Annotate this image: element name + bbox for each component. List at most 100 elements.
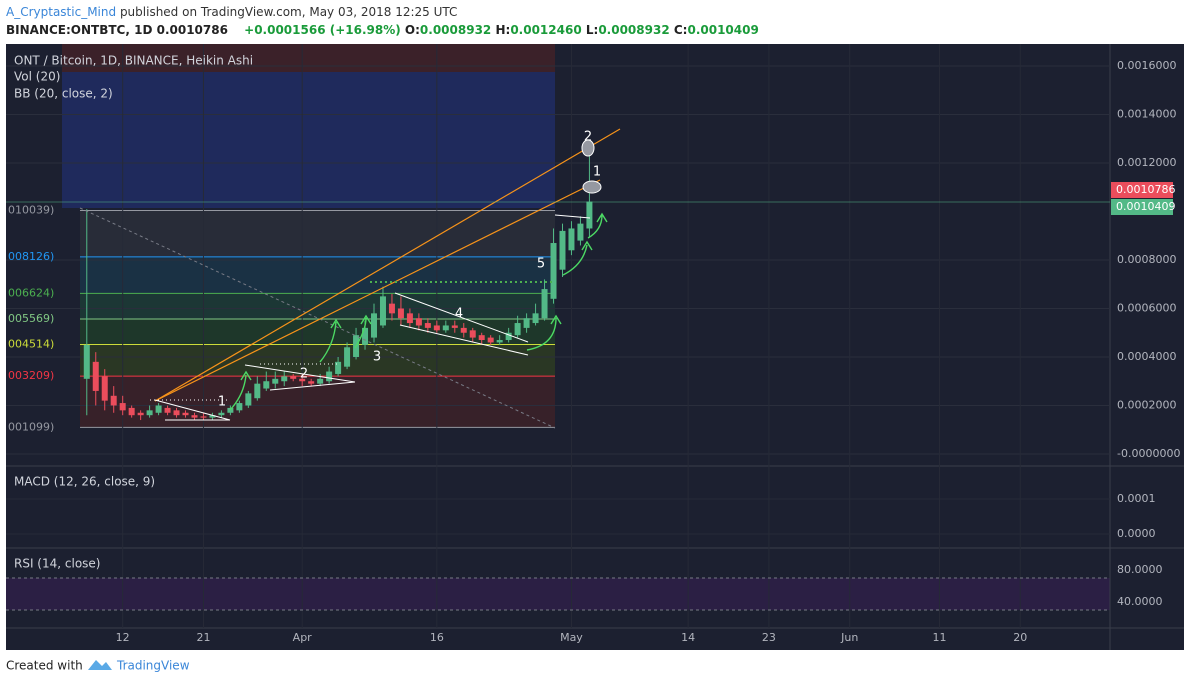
close: 0.0010409 — [687, 23, 758, 37]
candle-body — [281, 376, 288, 382]
candle-body — [335, 361, 342, 374]
candle-body — [514, 323, 521, 336]
candle-body — [254, 383, 261, 399]
candle-body — [523, 318, 530, 328]
candle-body — [442, 325, 449, 331]
x-tick-label: 23 — [762, 631, 776, 644]
y-tick-label: 0.0016000 — [1117, 59, 1177, 72]
candle-body — [379, 296, 386, 326]
y-tick-label: 0.0000 — [1117, 527, 1156, 540]
pattern-line — [154, 399, 231, 421]
marker — [582, 180, 602, 194]
candle-body — [200, 416, 207, 418]
annotation: 1 — [593, 165, 601, 180]
annotation: 2 — [584, 130, 592, 145]
y-tick-label: 0.0014000 — [1117, 107, 1177, 120]
h-label: H: — [495, 23, 510, 37]
candle-body — [155, 405, 162, 413]
trend-line — [154, 179, 601, 402]
candle-body — [469, 330, 476, 338]
footer-brand[interactable]: TradingView — [116, 659, 190, 673]
author[interactable]: A_Cryptastic_Mind — [6, 5, 116, 19]
y-tick-label: 0.0008000 — [1117, 253, 1177, 266]
open: 0.0008932 — [420, 23, 491, 37]
candle-body — [272, 378, 279, 384]
x-tick-label: Jun — [840, 631, 858, 644]
indicator-label: Vol (20) — [14, 70, 60, 84]
candle-body — [263, 381, 270, 389]
footer-bg — [0, 650, 1184, 684]
candle-body — [317, 378, 324, 384]
candle-body — [182, 412, 189, 416]
annotation: 5 — [537, 257, 545, 272]
candle-body — [146, 410, 153, 416]
l-label: L: — [586, 23, 598, 37]
y-tick-label: 0.0002000 — [1117, 398, 1177, 411]
candle-body — [550, 243, 557, 299]
chart-title: ONT / Bitcoin, 1D, BINANCE, Heikin Ashi — [14, 54, 253, 68]
x-tick-label: 16 — [430, 631, 444, 644]
candle-body — [92, 361, 99, 391]
header-line: A_Cryptastic_Mind published on TradingVi… — [6, 5, 457, 19]
pattern-line — [394, 292, 529, 343]
candle-body — [209, 415, 216, 418]
fib-zone — [80, 256, 555, 294]
zone-red — [62, 44, 555, 72]
high: 0.0012460 — [510, 23, 581, 37]
fib-label: 004514) — [8, 338, 54, 351]
candle-body — [397, 308, 404, 319]
candle-body — [191, 415, 198, 418]
candle-body — [362, 327, 369, 345]
trend-line — [154, 128, 621, 402]
candle-body — [290, 376, 297, 379]
candle-body — [344, 347, 351, 367]
low: 0.0008932 — [598, 23, 669, 37]
candle-body — [236, 403, 243, 411]
marker — [581, 139, 595, 157]
y-tick-label: 0.0004000 — [1117, 350, 1177, 363]
macd-title: MACD (12, 26, close, 9) — [14, 475, 155, 489]
fib-zone — [80, 318, 555, 345]
candle-body — [478, 335, 485, 341]
c-label: C: — [674, 23, 688, 37]
symbol: BINANCE:ONTBTC, 1D — [6, 23, 152, 37]
x-tick-label: 14 — [681, 631, 695, 644]
y-tick-label: 0.0001 — [1117, 492, 1156, 505]
candle-body — [173, 410, 180, 416]
candle-body — [83, 344, 90, 379]
x-tick-label: 12 — [116, 631, 130, 644]
zone-blue — [62, 72, 555, 208]
candle-body — [137, 412, 144, 416]
candle-body — [299, 378, 306, 382]
candle-body — [388, 303, 395, 314]
o-label: O: — [405, 23, 420, 37]
quote-line: BINANCE:ONTBTC, 1D 0.0010786 +0.0001566 … — [6, 23, 759, 37]
fib-label: 003209) — [8, 369, 54, 382]
candle-body — [541, 289, 548, 319]
annotation: 3 — [373, 350, 381, 365]
logo — [88, 660, 112, 670]
published: published on TradingView.com, May 03, 20… — [120, 5, 457, 19]
indicator-label: BB (20, close, 2) — [14, 87, 113, 101]
fib-label: 001099) — [8, 420, 54, 433]
last-price-label: 0.0010786 — [1116, 183, 1176, 196]
candle-body — [110, 395, 117, 406]
pattern-line — [554, 214, 591, 219]
fib-zone — [80, 376, 555, 428]
fib-label: 006624) — [8, 286, 54, 299]
candle-body — [326, 371, 333, 382]
close-price-label: 0.0010409 — [1116, 200, 1176, 213]
candle-body — [218, 412, 225, 416]
x-tick-label: 20 — [1013, 631, 1027, 644]
candle-body — [424, 323, 431, 328]
candle-body — [433, 325, 440, 331]
change: +0.0001566 (+16.98%) — [244, 23, 401, 37]
fib-zone — [80, 344, 555, 377]
rsi-band — [6, 578, 1110, 610]
candle-body — [505, 332, 512, 341]
rsi-title: RSI (14, close) — [14, 557, 100, 571]
candle-body — [406, 313, 413, 324]
pattern-line — [244, 364, 356, 383]
annotation: 1 — [218, 395, 226, 410]
